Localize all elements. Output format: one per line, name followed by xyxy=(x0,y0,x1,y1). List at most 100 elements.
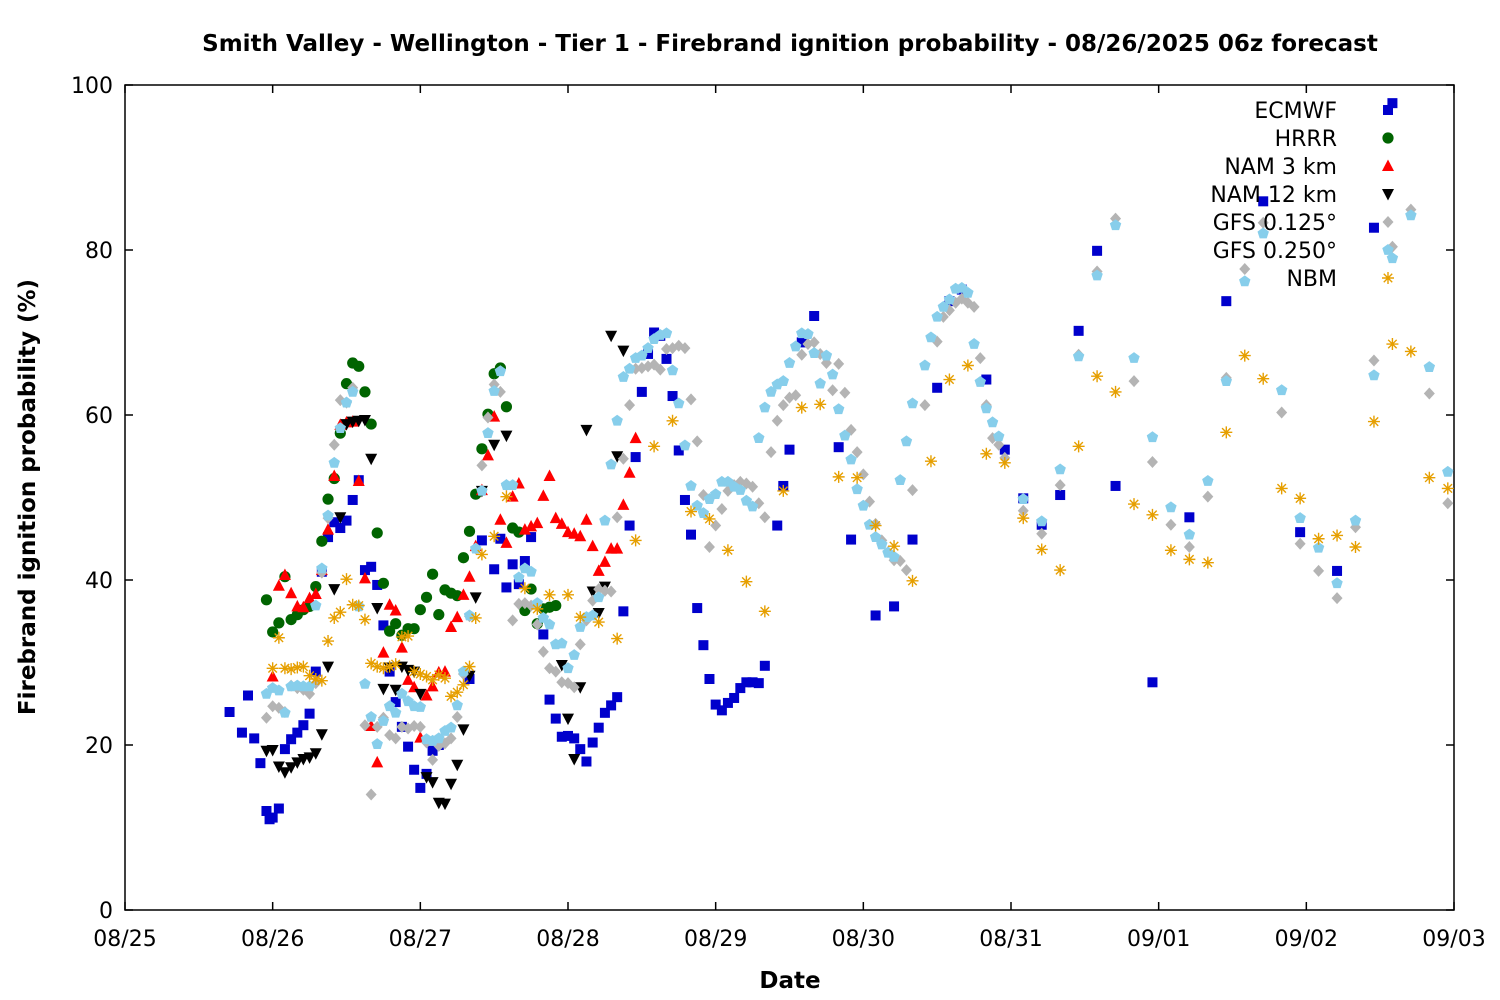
hrrr-point xyxy=(500,401,513,413)
gfs-0-250-point xyxy=(962,286,974,298)
ecmwf-point xyxy=(575,744,586,755)
nam-3-km-point xyxy=(377,646,390,658)
x-tick-label: 09/02 xyxy=(1275,927,1338,952)
ecmwf-point xyxy=(563,730,573,741)
nbm-point xyxy=(795,401,808,414)
gfs-0-250-point xyxy=(808,347,820,358)
nam-12-km-point xyxy=(309,748,322,760)
gfs-0-250-point xyxy=(316,562,328,574)
nam-12-km-point xyxy=(278,767,291,779)
nam-3-km-point xyxy=(420,689,433,701)
ecmwf-point xyxy=(1387,98,1398,109)
gfs-0-125-point xyxy=(808,336,820,349)
nam-3-km-point xyxy=(500,536,513,548)
nbm-point xyxy=(402,630,415,643)
ecmwf-point xyxy=(593,722,604,733)
gfs-0-125-point xyxy=(1276,406,1288,419)
nam-12-km-point xyxy=(451,759,464,772)
ecmwf-point xyxy=(261,806,272,816)
gfs-0-250-point xyxy=(586,609,599,621)
ecmwf-point xyxy=(538,629,549,640)
gfs-0-125-point xyxy=(365,788,377,801)
gfs-0-250-point xyxy=(839,429,851,441)
nbm-point xyxy=(1164,544,1177,557)
nbm-point xyxy=(1128,498,1141,511)
nam-3-km-point xyxy=(531,516,544,529)
nam-3-km-point xyxy=(278,568,291,581)
nam-3-km-point xyxy=(395,641,408,653)
gfs-0-250-point xyxy=(759,401,771,413)
gfs-0-250-point xyxy=(845,453,857,465)
gfs-0-125-point xyxy=(716,503,728,516)
nbm-point xyxy=(408,665,421,678)
ecmwf-point xyxy=(249,733,260,744)
nam-12-km-point xyxy=(605,330,618,343)
nam-3-km-point xyxy=(555,517,568,529)
gfs-0-250-point xyxy=(980,402,993,414)
gfs-0-250-point xyxy=(734,484,747,495)
ecmwf-point xyxy=(378,620,389,631)
ecmwf-point xyxy=(599,707,610,718)
gfs-0-250-point xyxy=(1017,493,1029,504)
ecmwf-point xyxy=(704,674,715,684)
x-tick-label: 08/27 xyxy=(389,927,452,952)
ecmwf-point xyxy=(649,327,660,338)
nbm-point xyxy=(1146,508,1159,521)
gfs-0-250-point xyxy=(488,385,500,396)
nbm-point xyxy=(1312,532,1325,545)
nam-12-km-point xyxy=(611,451,624,463)
ecmwf-point xyxy=(569,733,580,744)
gfs-0-250-point xyxy=(783,357,796,368)
hrrr-point xyxy=(322,493,334,505)
ecmwf-point xyxy=(427,745,438,756)
gfs-0-250-point xyxy=(1239,275,1251,287)
nam-12-km-point xyxy=(438,798,451,811)
ecmwf-point xyxy=(741,677,752,688)
nam-12-km-point xyxy=(334,512,347,524)
nbm-point xyxy=(371,660,384,673)
y-tick-label: 100 xyxy=(71,74,113,99)
gfs-0-125-point xyxy=(765,446,777,459)
hrrr-point xyxy=(420,591,433,603)
gfs-0-250-point xyxy=(1312,541,1325,553)
nbm-point xyxy=(1275,482,1288,495)
ecmwf-point xyxy=(476,535,487,546)
gfs-0-250-point xyxy=(445,721,457,733)
nbm-point xyxy=(414,668,427,681)
hrrr-point xyxy=(426,568,439,580)
ecmwf-point xyxy=(310,666,321,677)
nam-12-km-point xyxy=(414,688,427,701)
gfs-0-250-point xyxy=(1368,369,1380,381)
ecmwf-point xyxy=(372,579,383,590)
ecmwf-point xyxy=(224,707,235,717)
gfs-0-125-point xyxy=(1294,537,1306,550)
nbm-point xyxy=(1201,556,1214,569)
gfs-0-250-point xyxy=(1165,501,1177,513)
ecmwf-point xyxy=(329,517,340,528)
gfs-0-125-point xyxy=(568,681,580,694)
gfs-0-125-point xyxy=(703,541,715,553)
nam-3-km-point xyxy=(537,489,550,501)
nbm-point xyxy=(285,663,298,676)
ecmwf-point xyxy=(698,640,709,651)
ecmwf-point xyxy=(1332,565,1343,576)
nbm-point xyxy=(1035,543,1048,556)
legend-marker-nbm xyxy=(1382,272,1394,284)
gfs-0-250-point xyxy=(679,439,691,451)
ecmwf-point xyxy=(686,529,697,540)
gfs-0-250-point xyxy=(1183,528,1196,540)
nbm-point xyxy=(666,414,679,427)
gfs-0-125-point xyxy=(759,511,771,524)
nbm-point xyxy=(266,662,279,675)
hrrr-point xyxy=(260,594,273,606)
ecmwf-point xyxy=(630,452,641,463)
nbm-point xyxy=(358,613,371,626)
nam-3-km-point xyxy=(352,474,365,486)
gfs-0-250-point xyxy=(377,715,390,726)
ecmwf-point xyxy=(833,442,844,453)
gfs-0-250-point xyxy=(673,397,685,409)
gfs-0-250-point xyxy=(826,368,839,380)
gfs-0-250-point xyxy=(1036,515,1048,527)
gfs-0-250-point xyxy=(931,310,943,322)
gfs-0-250-point xyxy=(888,550,900,562)
